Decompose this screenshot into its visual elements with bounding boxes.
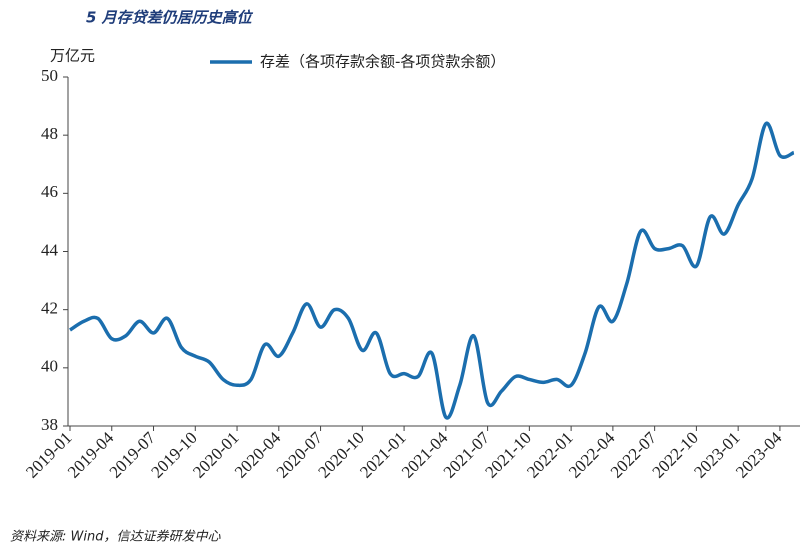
- x-tick-label: 2021-10: [481, 428, 535, 482]
- x-tick-label: 2019-01: [22, 428, 76, 482]
- x-tick-label: 2022-10: [648, 428, 702, 482]
- x-tick-label: 2023-04: [732, 428, 786, 482]
- y-tick-label: 38: [41, 415, 58, 434]
- chart-title: 5 月存贷差仍居历史高位: [86, 9, 254, 27]
- x-tick-label: 2019-10: [147, 428, 201, 482]
- x-tick-label: 2022-01: [523, 428, 577, 482]
- x-tick-label: 2023-01: [690, 428, 744, 482]
- y-tick-label: 42: [41, 299, 58, 318]
- y-tick-label: 50: [41, 66, 58, 85]
- x-tick-label: 2020-10: [314, 428, 368, 482]
- x-tick-label: 2021-01: [356, 428, 410, 482]
- source: 资料来源: Wind，信达证券研发中心: [10, 530, 221, 545]
- legend-label: 存差（各项存款余额-各项贷款余额）: [260, 53, 505, 71]
- y-tick-label: 46: [41, 182, 58, 201]
- y-tick-label: 40: [41, 357, 58, 376]
- y-tick-label: 48: [41, 124, 58, 143]
- series-line: [69, 121, 795, 420]
- y-axis-label: 万亿元: [50, 47, 95, 65]
- x-tick-label: 2020-01: [189, 428, 243, 482]
- y-tick-label: 44: [41, 240, 59, 259]
